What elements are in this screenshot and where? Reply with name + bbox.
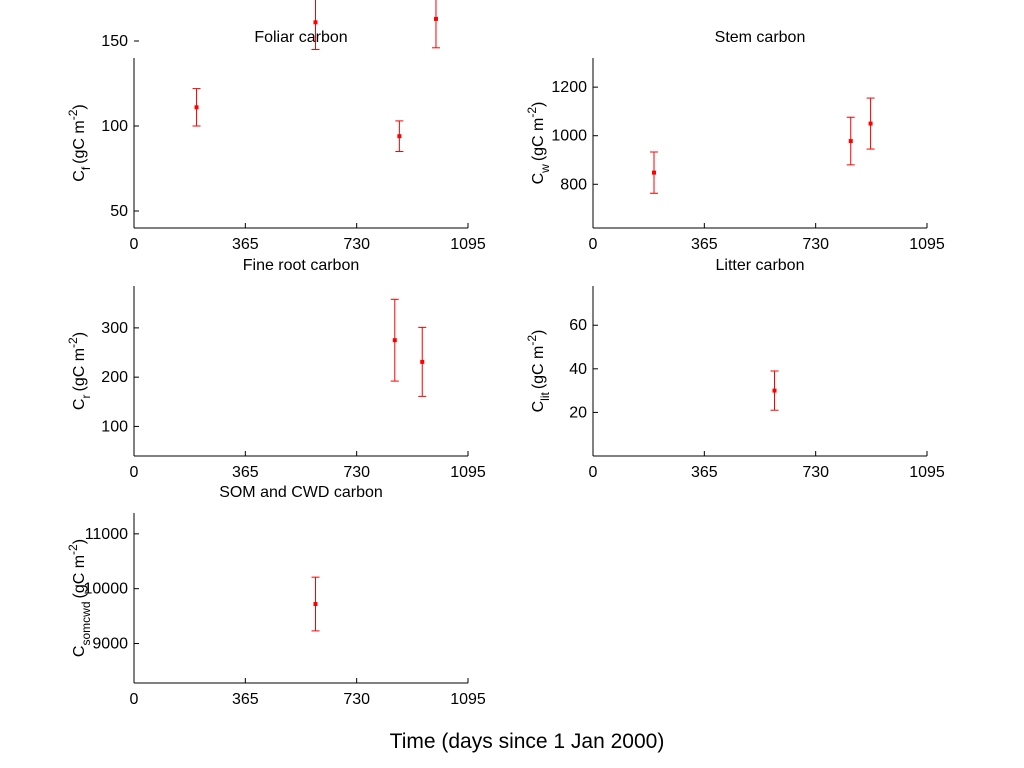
y-axis-label-subscript: w [538,164,552,174]
y-axis-label-units: (gC m [530,346,547,390]
y-axis-label: Csomcwd (gC m-2) [66,539,93,657]
y-tick-label: 300 [101,320,128,337]
panel-title: Stem carbon [715,29,806,46]
y-tick-label: 11000 [85,526,128,543]
data-point [868,121,873,126]
panel-title: Litter carbon [716,257,805,274]
x-tick-label: 0 [130,691,139,708]
y-axis-label: Cf (gC m-2) [66,104,93,181]
x-tick-label: 365 [691,236,718,253]
y-tick-label: 40 [569,361,587,378]
y-axis-label-symbol: C [530,173,547,185]
y-axis-label-units: (gC m [71,348,88,392]
x-tick-label: 1095 [450,464,486,481]
y-axis-label-exponent: -2 [525,107,539,118]
panel-title: SOM and CWD carbon [219,484,383,501]
y-tick-label: 50 [110,203,128,220]
data-point [313,602,318,607]
data-point [433,16,438,21]
x-tick-label: 0 [589,236,598,253]
x-tick-label: 730 [343,236,370,253]
x-tick-label: 730 [802,236,829,253]
y-tick-label: 100 [101,118,128,135]
x-tick-label: 1095 [450,691,486,708]
subplot-1: Foliar carbon 0 365 730 1095 50 100 150 Cf (gC m-… [66,0,486,253]
x-tick-label: 0 [130,236,139,253]
y-axis-label-units: (gC m [71,555,88,599]
y-tick-label: 150 [101,33,128,50]
data-point [420,359,425,364]
y-axis-label-exponent: -2 [66,544,80,555]
y-axis-label-close: ) [530,330,547,335]
subplot-4: Litter carbon 0 365 730 1095 20 40 60 Clit (gC m-… [525,257,945,481]
data-point [652,170,657,175]
y-tick-label: 20 [569,404,587,421]
y-axis-label-exponent: -2 [66,109,80,120]
y-axis-label-close: ) [530,102,547,107]
x-tick-label: 730 [802,464,829,481]
y-axis-label-exponent: -2 [525,335,539,346]
x-tick-label: 365 [691,464,718,481]
data-point [397,134,402,139]
y-axis-label-symbol: C [530,401,547,413]
y-axis-label-subscript: lit [538,392,552,401]
y-axis-label-close: ) [71,539,88,544]
x-tick-label: 365 [232,464,259,481]
y-tick-label: 1000 [551,128,587,145]
y-axis-label-symbol: C [71,170,88,182]
data-point [392,338,397,343]
x-tick-label: 730 [343,464,370,481]
x-tick-label: 1095 [909,236,945,253]
panel-title: Fine root carbon [243,257,360,274]
y-tick-label: 200 [101,369,128,386]
data-point [772,388,777,393]
y-axis-label-units: (gC m [71,120,88,164]
x-tick-label: 730 [343,691,370,708]
y-axis-label-close: ) [71,332,88,337]
x-tick-label: 0 [589,464,598,481]
y-tick-label: 800 [560,176,587,193]
y-axis-label-close: ) [71,104,88,109]
y-axis-label-units: (gC m [530,118,547,162]
y-tick-label: 1200 [551,79,587,96]
y-tick-label: 9000 [92,636,128,653]
y-axis-label-symbol: C [71,399,88,411]
y-tick-label: 60 [569,317,587,334]
x-tick-label: 1095 [450,236,486,253]
x-tick-label: 365 [232,236,259,253]
data-point [194,105,199,110]
y-axis-label-exponent: -2 [66,337,80,348]
panel-title: Foliar carbon [254,29,347,46]
subplot-2: Stem carbon 0 365 730 1095 800 1000 1200 Cw (gC m… [525,29,945,253]
y-axis-label: Clit (gC m-2) [525,330,552,413]
data-point [313,20,318,25]
subplot-3: Fine root carbon 0 365 730 1095 100 200 300 Cr (g… [66,257,486,481]
y-axis-label-symbol: C [71,646,88,658]
x-tick-label: 365 [232,691,259,708]
y-axis-label-subscript: r [79,395,93,399]
y-tick-label: 10000 [84,581,129,598]
y-axis-label-subscript: somcwd [79,601,93,645]
y-axis-label: Cr (gC m-2) [66,332,93,410]
y-axis-label: Cw (gC m-2) [525,102,552,185]
x-axis-label: Time (days since 1 Jan 2000) [390,730,665,753]
x-tick-label: 0 [130,464,139,481]
y-tick-label: 100 [101,418,128,435]
data-point [848,139,853,144]
subplot-5: SOM and CWD carbon 0 365 730 1095 9000 10000 11… [66,484,486,708]
x-tick-label: 1095 [909,464,945,481]
y-axis-label-subscript: f [79,166,93,170]
